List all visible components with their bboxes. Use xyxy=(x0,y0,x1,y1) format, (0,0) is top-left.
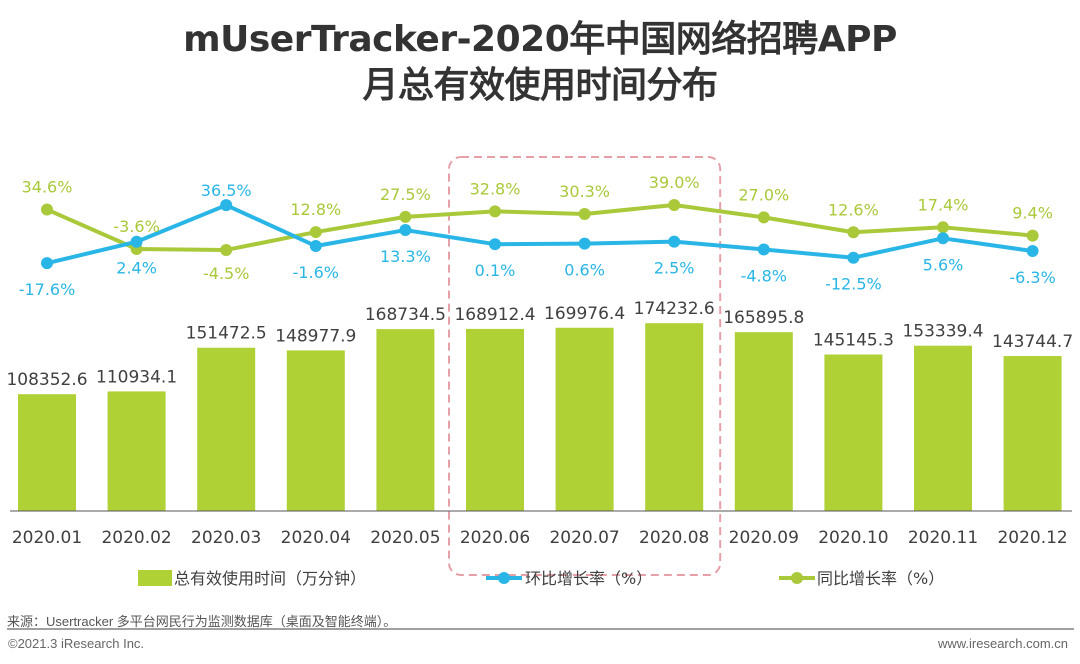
yoy-point-2020.06 xyxy=(489,205,501,218)
bar-value-label: 143744.7 xyxy=(992,332,1073,352)
source-note: 来源：Usertracker 多平台网民行为监测数据库（桌面及智能终端）。 xyxy=(7,614,397,629)
mom-point-2020.11 xyxy=(937,232,949,245)
yoy-value-label: 27.5% xyxy=(380,185,431,204)
x-tick-label: 2020.10 xyxy=(818,528,888,548)
bar-2020.10 xyxy=(824,354,883,511)
yoy-value-label: 12.6% xyxy=(828,200,879,219)
mom-point-2020.02 xyxy=(130,235,143,248)
yoy-value-label: -4.5% xyxy=(203,264,249,283)
bar-value-label: 168912.4 xyxy=(454,305,535,325)
yoy-point-2020.03 xyxy=(220,243,233,256)
bar-value-label: 148977.9 xyxy=(275,326,356,346)
mom-line xyxy=(46,203,1033,266)
mom-point-2020.12 xyxy=(1026,245,1039,258)
bar-value-label: 110934.1 xyxy=(96,367,177,387)
x-tick-label: 2020.12 xyxy=(997,528,1067,548)
website-link[interactable]: www.iresearch.com.cn xyxy=(937,636,1068,651)
x-tick-label: 2020.08 xyxy=(639,528,709,548)
legend-label-yoy: 同比增长率（%） xyxy=(817,569,944,588)
chart-title-line2: 月总有效使用时间分布 xyxy=(362,65,718,106)
mom-value-label: 5.6% xyxy=(923,255,964,274)
mom-point-2020.01 xyxy=(41,257,53,270)
yoy-point-2020.05 xyxy=(399,210,412,223)
yoy-point-2020.09 xyxy=(757,211,770,224)
mom-point-2020.08 xyxy=(668,235,681,248)
bar-2020.04 xyxy=(286,350,345,511)
bar-value-label: 108352.6 xyxy=(6,370,87,390)
mom-value-label: -6.3% xyxy=(1009,268,1055,287)
bar-value-label: 145145.3 xyxy=(813,331,894,351)
bar-2020.06 xyxy=(466,328,524,511)
mom-value-label: 0.1% xyxy=(475,261,516,280)
yoy-value-label: 39.0% xyxy=(649,173,700,192)
chart-title-line1: mUserTracker-2020年中国网络招聘APP xyxy=(183,19,897,60)
bar-2020.03 xyxy=(197,347,256,511)
bar-value-label: 174232.6 xyxy=(634,299,715,319)
bar-value-label: 169976.4 xyxy=(544,304,625,324)
yoy-line xyxy=(46,202,1033,252)
highlight-box xyxy=(448,156,722,576)
yoy-value-label: 32.8% xyxy=(470,179,521,198)
bar-2020.05 xyxy=(376,329,435,511)
x-tick-label: 2020.04 xyxy=(281,528,351,548)
legend-marker-yoy xyxy=(791,572,803,584)
yoy-value-label: 17.4% xyxy=(918,195,969,214)
footer-divider xyxy=(7,628,1074,630)
bar-2020.11 xyxy=(914,345,972,511)
legend-label-bar: 总有效使用时间（万分钟） xyxy=(174,569,366,588)
legend-marker-mom xyxy=(498,572,510,584)
bar-2020.08 xyxy=(645,323,704,511)
bar-2020.01 xyxy=(18,394,76,511)
yoy-value-label: 34.6% xyxy=(22,178,73,197)
mom-value-label: 36.5% xyxy=(201,181,252,200)
mom-value-label: 2.5% xyxy=(654,259,695,278)
x-tick-label: 2020.07 xyxy=(549,528,619,548)
bar-value-label: 168734.5 xyxy=(365,305,446,325)
x-tick-label: 2020.05 xyxy=(370,528,440,548)
bar-value-label: 153339.4 xyxy=(902,322,983,342)
x-tick-label: 2020.02 xyxy=(101,528,171,548)
mom-value-label: 13.3% xyxy=(380,247,431,266)
yoy-value-label: 30.3% xyxy=(559,182,610,201)
mom-point-2020.07 xyxy=(578,237,591,250)
yoy-point-2020.04 xyxy=(309,226,322,239)
yoy-point-2020.10 xyxy=(847,226,860,239)
yoy-value-label: 27.0% xyxy=(738,185,789,204)
x-tick-label: 2020.09 xyxy=(729,528,799,548)
mom-value-label: -17.6% xyxy=(19,280,76,299)
yoy-value-label: -3.6% xyxy=(113,217,159,236)
yoy-value-label: 12.8% xyxy=(290,200,341,219)
mom-value-label: 2.4% xyxy=(116,259,157,278)
bar-value-label: 165895.8 xyxy=(723,308,804,328)
x-tick-label: 2020.01 xyxy=(12,528,82,548)
legend-swatch-bar xyxy=(138,570,172,586)
bar-2020.09 xyxy=(734,332,793,511)
yoy-point-2020.08 xyxy=(668,198,681,211)
mom-value-label: -1.6% xyxy=(293,263,339,282)
mom-point-2020.09 xyxy=(757,243,770,256)
bar-value-label: 151472.5 xyxy=(186,324,267,344)
yoy-point-2020.11 xyxy=(937,221,949,234)
copyright-text: ©2021.3 iResearch Inc. xyxy=(8,636,145,651)
mom-point-2020.05 xyxy=(399,224,412,237)
x-tick-label: 2020.11 xyxy=(908,528,978,548)
bar-2020.07 xyxy=(555,327,614,511)
yoy-point-2020.07 xyxy=(578,207,591,220)
mom-value-label: -12.5% xyxy=(825,275,882,294)
yoy-point-2020.01 xyxy=(41,203,53,216)
yoy-point-2020.12 xyxy=(1026,229,1039,242)
mom-point-2020.03 xyxy=(220,199,233,212)
mom-value-label: 0.6% xyxy=(564,261,605,280)
x-tick-label: 2020.06 xyxy=(460,528,530,548)
yoy-value-label: 9.4% xyxy=(1012,204,1053,223)
mom-point-2020.10 xyxy=(847,251,860,264)
bar-2020.02 xyxy=(107,391,166,511)
mom-value-label: -4.8% xyxy=(741,266,787,285)
x-tick-label: 2020.03 xyxy=(191,528,261,548)
mom-point-2020.06 xyxy=(489,238,501,251)
bar-2020.12 xyxy=(1003,356,1062,511)
mom-point-2020.04 xyxy=(309,240,322,253)
legend-label-mom: 环比增长率（%） xyxy=(525,569,652,588)
